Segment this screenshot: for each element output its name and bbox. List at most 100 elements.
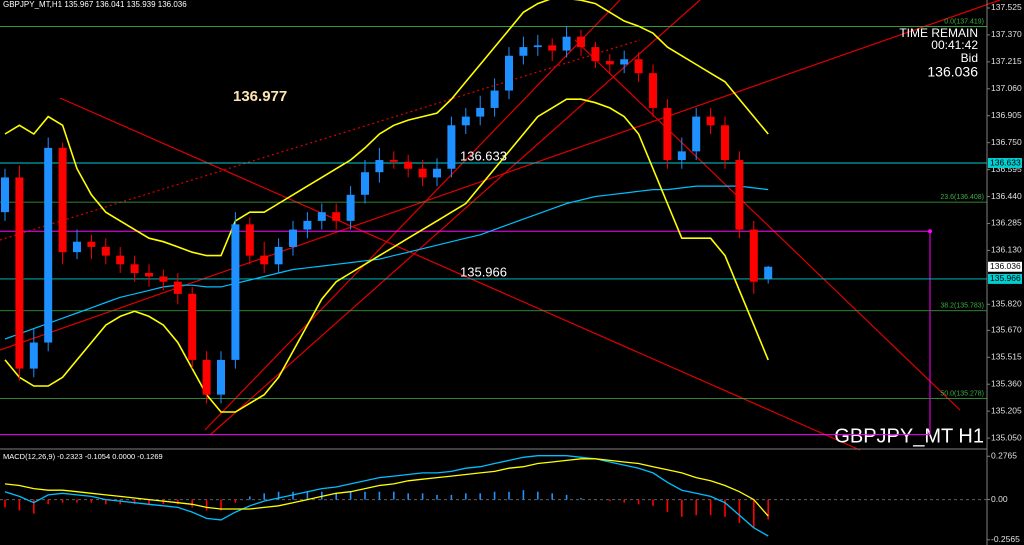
histogram-bar xyxy=(493,491,496,500)
candle-body xyxy=(173,281,182,294)
price-annotation: 136.633 xyxy=(460,148,507,163)
histogram-bar xyxy=(623,499,625,503)
y-tick-label: 135.205 xyxy=(991,405,1022,415)
histogram-bar xyxy=(90,499,93,503)
histogram-bar xyxy=(76,499,78,503)
candle-body xyxy=(548,45,557,51)
histogram-bar xyxy=(119,499,121,505)
candle-body xyxy=(274,246,283,265)
histogram-bar xyxy=(61,499,64,503)
histogram-bar xyxy=(709,499,712,516)
candle-body xyxy=(749,229,758,282)
fib-label: 0.0(137.419) xyxy=(944,18,984,25)
rect-handle xyxy=(928,229,932,234)
candle-body xyxy=(231,224,240,360)
macd-title: MACD(12,26,9) -0.2323 -0.1054 0.0000 -0.… xyxy=(3,452,163,461)
histogram-bar xyxy=(551,493,553,500)
histogram-bar xyxy=(277,491,280,500)
level-label: 135.966 xyxy=(990,273,1021,283)
y-tick-label: 135.050 xyxy=(991,432,1022,442)
candle-body xyxy=(505,55,513,91)
histogram-bar xyxy=(637,499,640,505)
y-tick-label: 136.595 xyxy=(991,164,1022,174)
indicator-line xyxy=(4,0,769,257)
histogram-bar xyxy=(133,499,136,505)
fib-label: 23.6(136.408) xyxy=(940,194,984,201)
histogram-bar xyxy=(479,493,481,500)
candle-body xyxy=(663,107,672,161)
bid-label: Bid xyxy=(961,51,978,65)
bid-axis-label: 136.036 xyxy=(990,261,1021,271)
histogram-bar xyxy=(105,499,107,505)
y-tick-label: 136.130 xyxy=(991,245,1022,255)
candle-body xyxy=(332,212,341,221)
histogram-bar xyxy=(191,499,193,508)
level-box xyxy=(988,273,1022,284)
histogram-bar xyxy=(580,498,582,500)
level-box xyxy=(988,158,1022,169)
histogram-bar xyxy=(753,499,755,528)
histogram-bar xyxy=(292,491,294,500)
histogram-bar xyxy=(321,491,323,500)
histogram-bar xyxy=(465,493,467,500)
candle-body xyxy=(605,60,614,65)
candle-body xyxy=(562,36,571,51)
candle-body xyxy=(620,59,629,65)
histogram-bar xyxy=(666,499,669,513)
indicator-line xyxy=(4,458,769,517)
candle-body xyxy=(577,36,585,48)
y-tick-label: 136.440 xyxy=(991,191,1022,201)
time-label: TIME REMAIN xyxy=(899,26,978,40)
candle-body xyxy=(346,194,355,221)
candle-body xyxy=(706,116,715,126)
histogram-bar xyxy=(450,494,453,500)
histogram-bar xyxy=(162,499,165,505)
candle-body xyxy=(245,224,254,256)
histogram-bar xyxy=(349,491,352,500)
histogram-bar xyxy=(263,493,265,500)
candle-body xyxy=(44,147,53,343)
candle-body xyxy=(1,177,9,213)
histogram-bar xyxy=(537,491,539,500)
histogram-bar xyxy=(4,499,6,508)
histogram-bar xyxy=(565,494,568,500)
candle-body xyxy=(217,359,225,395)
histogram-bar xyxy=(681,499,683,517)
y-tick-label: 137.215 xyxy=(991,56,1022,66)
trend-line xyxy=(209,0,701,436)
histogram-bar xyxy=(609,499,611,502)
candle-body xyxy=(361,172,369,195)
candle-body xyxy=(188,293,197,360)
price-annotation: 136.977 xyxy=(233,88,287,105)
y-tick-label: 135.670 xyxy=(991,325,1022,335)
y-tick-label: 137.060 xyxy=(991,83,1022,93)
candle-body xyxy=(101,246,110,256)
histogram-bar xyxy=(249,496,251,500)
histogram-bar xyxy=(47,499,49,505)
indicator-line xyxy=(4,455,769,537)
histogram-bar xyxy=(594,499,597,501)
histogram-bar xyxy=(522,490,525,500)
histogram-bar xyxy=(508,491,510,500)
time-remaining: 00:41:42 xyxy=(931,38,978,52)
candle-body xyxy=(735,160,744,230)
candle-body xyxy=(289,229,297,247)
bid-price: 136.036 xyxy=(927,64,978,80)
histogram-bar xyxy=(234,499,237,503)
y-tick-label: 135.820 xyxy=(991,299,1022,309)
trend-lines xyxy=(0,0,1001,451)
trend-line xyxy=(0,39,641,241)
histogram-bar xyxy=(364,491,366,500)
histogram-bar xyxy=(436,494,438,500)
histogram-bar xyxy=(220,499,222,511)
histogram-bar xyxy=(378,491,381,500)
histogram-bar xyxy=(148,499,150,505)
y-tick-label: 135.360 xyxy=(991,378,1022,388)
candle-body xyxy=(375,160,384,173)
histogram-bar xyxy=(767,499,769,520)
trend-line xyxy=(0,0,1001,351)
y-tick-label: 0.00 xyxy=(991,494,1008,504)
histogram-bar xyxy=(421,493,424,500)
